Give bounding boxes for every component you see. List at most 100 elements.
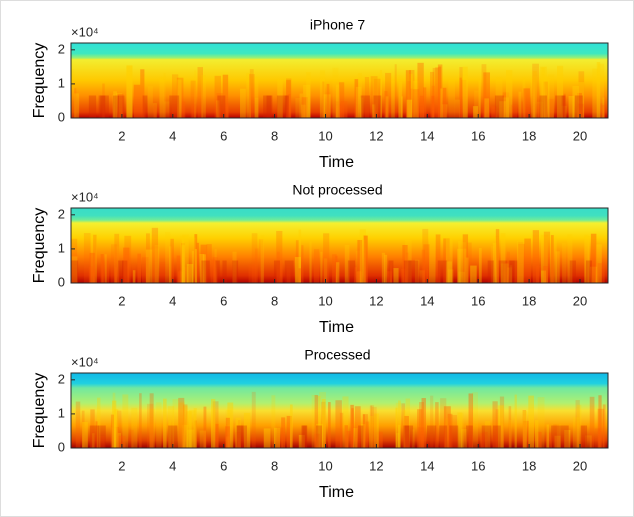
x-tick-label: 6 (220, 458, 227, 473)
spectrogram-texture (345, 425, 348, 448)
y-tick-label: 2 (58, 206, 65, 221)
spectrogram-texture (154, 104, 157, 118)
spectrogram-texture (216, 261, 220, 284)
spectrogram-texture (226, 103, 230, 118)
spectrogram-texture (405, 426, 409, 449)
spectrogram-texture (301, 426, 306, 449)
spectrogram-texture (101, 254, 104, 283)
spectrogram-texture (384, 255, 387, 283)
x-tick-label: 20 (573, 293, 587, 308)
y-axis-label: Frequency (31, 373, 48, 449)
spectrogram-texture (422, 250, 425, 283)
spectrogram-texture (473, 106, 478, 118)
spectrogram-texture (192, 104, 196, 118)
spectrogram-texture (163, 73, 165, 118)
spectrogram-texture (360, 240, 364, 283)
spectrogram-texture (211, 399, 215, 448)
spectrogram-texture (540, 96, 547, 119)
spectrogram-texture (575, 96, 583, 119)
spectrogram-texture (532, 64, 539, 118)
x-tick-label: 14 (420, 128, 434, 143)
spectrogram-texture (139, 393, 142, 448)
x-tick-label: 2 (118, 128, 125, 143)
spectrogram-texture (544, 232, 550, 283)
x-tick-label: 10 (318, 128, 332, 143)
spectrogram-texture (134, 85, 140, 118)
spectrogram-texture (74, 93, 79, 118)
spectrogram-texture (178, 398, 184, 448)
spectrogram-texture (515, 395, 517, 448)
x-tick-label: 2 (118, 458, 125, 473)
spectrogram-texture (240, 89, 246, 118)
spectrogram-texture (309, 241, 311, 283)
spectrogram-texture (320, 252, 322, 283)
x-tick-label: 18 (522, 293, 536, 308)
spectrogram-texture (339, 82, 344, 118)
spectrogram-texture (523, 411, 527, 448)
spectrogram-texture (493, 426, 501, 449)
spectrogram-texture (559, 426, 569, 449)
spectrogram-texture (113, 96, 119, 119)
spectrogram-texture (147, 404, 153, 448)
spectrogram-texture (528, 396, 534, 448)
spectrogram-texture (509, 261, 515, 284)
spectrogram-texture (137, 254, 141, 283)
spectrogram-texture (255, 98, 259, 118)
spectrogram-texture (271, 395, 275, 448)
spectrogram-texture (295, 98, 300, 118)
spectrogram-texture (237, 426, 247, 449)
spectrogram-texture (573, 417, 580, 448)
spectrogram-texture (433, 68, 439, 118)
spectrogram-texture (232, 261, 238, 284)
spectrogram-texture (201, 261, 209, 284)
spectrogram-texture (285, 96, 289, 119)
spectrogram-texture (350, 405, 354, 448)
spectrogram-texture (89, 96, 96, 119)
spectrogram-texture (105, 254, 107, 283)
x-tick-label: 8 (271, 293, 278, 308)
spectrogram-texture (316, 426, 322, 449)
spectrogram-texture (328, 402, 331, 448)
x-tick-label: 6 (220, 293, 227, 308)
x-tick-label: 4 (169, 293, 176, 308)
spectrogram-texture (111, 244, 117, 283)
x-tick-label: 18 (522, 458, 536, 473)
spectrogram-texture (118, 96, 124, 119)
spectrogram-texture (484, 98, 489, 118)
y-tick-label: 0 (58, 439, 65, 454)
spectrogram-texture (160, 262, 166, 283)
x-tick-label: 20 (573, 128, 587, 143)
spectrogram-texture (439, 426, 447, 449)
spectrogram-texture (142, 257, 149, 283)
spectrogram-texture (187, 264, 193, 283)
spectrogram (71, 43, 608, 118)
spectrogram-texture (547, 424, 549, 448)
spectrogram-texture (358, 426, 363, 449)
spectrogram-texture (523, 88, 529, 118)
spectrogram-texture (72, 69, 74, 118)
spectrogram-texture (524, 239, 531, 283)
spectrogram-texture (398, 76, 403, 118)
spectrogram-texture (261, 235, 264, 283)
spectrogram-texture (129, 430, 133, 448)
spectrogram-texture (369, 416, 373, 448)
x-tick-label: 14 (420, 293, 434, 308)
spectrogram-texture (189, 410, 196, 448)
chart-title: iPhone 7 (310, 17, 365, 33)
spectrogram-texture (388, 261, 393, 284)
spectrogram-texture (479, 80, 481, 118)
spectrogram-texture (518, 92, 521, 118)
spectrogram-texture (385, 73, 391, 118)
spectrogram-texture (133, 270, 135, 283)
spectrogram (71, 373, 608, 448)
spectrogram-texture (581, 426, 587, 449)
y-axis-label: Frequency (31, 208, 48, 284)
spectrogram-texture (470, 266, 477, 283)
spectrogram-texture (183, 101, 186, 118)
spectrogram-texture (363, 414, 368, 448)
spectrogram-texture (99, 96, 106, 119)
spectrogram-texture (555, 96, 565, 119)
spectrogram-texture (472, 392, 478, 448)
spectrogram-texture (463, 249, 466, 283)
spectrogram-texture (509, 420, 512, 448)
